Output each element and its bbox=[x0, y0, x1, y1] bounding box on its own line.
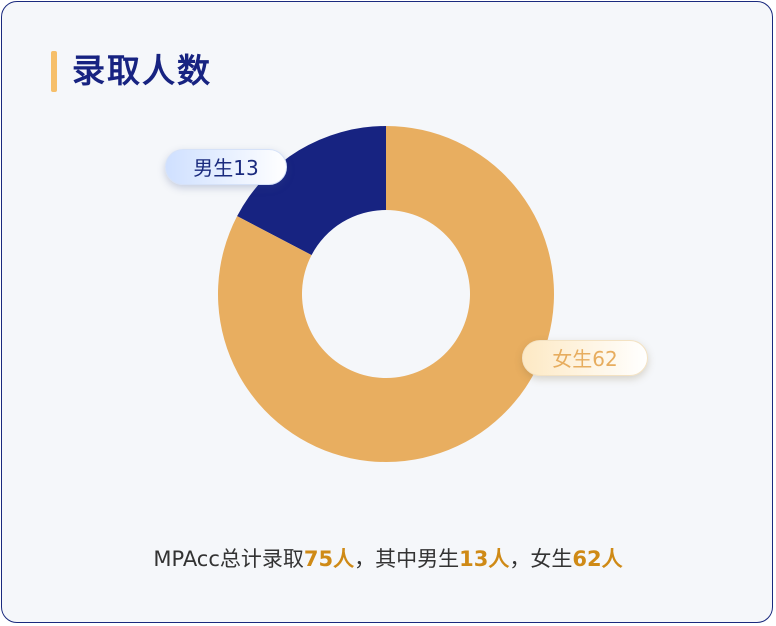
summary-sep1: ，其中男生 bbox=[354, 547, 460, 571]
slice-female bbox=[217, 126, 554, 462]
page-title: 录取人数 bbox=[72, 51, 212, 90]
summary-prefix: MPAcc总计录取 bbox=[153, 547, 304, 571]
summary-sep2: ，女生 bbox=[509, 547, 573, 571]
summary-male: 13人 bbox=[459, 547, 510, 571]
summary-total: 75人 bbox=[303, 547, 355, 571]
data-label-female: 女生62 bbox=[522, 340, 648, 376]
summary-female: 62人 bbox=[572, 547, 623, 571]
slice-male bbox=[237, 126, 386, 256]
title-accent-bar bbox=[51, 51, 57, 92]
summary-text: MPAcc总计录取75人，其中男生13人，女生62人 bbox=[0, 543, 776, 575]
data-label-male: 男生13 bbox=[165, 149, 287, 185]
